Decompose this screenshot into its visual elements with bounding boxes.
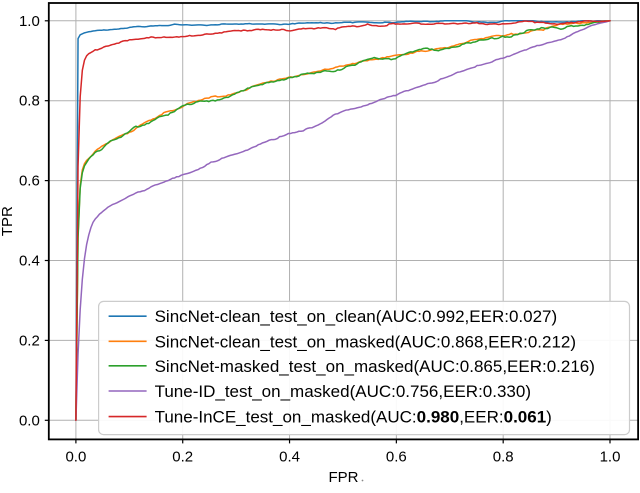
svg-text:0.4: 0.4 [19, 253, 40, 270]
svg-text:0.0: 0.0 [19, 412, 40, 429]
svg-text:0.4: 0.4 [279, 448, 300, 465]
svg-text:Tune-ID_test_on_masked(AUC:0.7: Tune-ID_test_on_masked(AUC:0.756,EER:0.3… [155, 382, 531, 401]
svg-text:0.2: 0.2 [172, 448, 193, 465]
svg-text:0.0: 0.0 [65, 448, 86, 465]
svg-text:1.0: 1.0 [600, 448, 621, 465]
svg-text:TPR: TPR [0, 206, 16, 236]
svg-text:0.8: 0.8 [493, 448, 514, 465]
svg-text:0.6: 0.6 [386, 448, 407, 465]
svg-text:0.2: 0.2 [19, 332, 40, 349]
svg-text:SincNet-masked_test_on_masked(: SincNet-masked_test_on_masked(AUC:0.865,… [155, 357, 595, 376]
svg-text:0.6: 0.6 [19, 173, 40, 190]
svg-text:1.0: 1.0 [19, 13, 40, 30]
svg-text:Tune-InCE_test_on_masked(AUC:0: Tune-InCE_test_on_masked(AUC:0.980,EER:0… [155, 408, 552, 427]
svg-text:0.8: 0.8 [19, 93, 40, 110]
svg-text:FPR: FPR [328, 469, 358, 486]
svg-text:SincNet-clean_test_on_clean(AU: SincNet-clean_test_on_clean(AUC:0.992,EE… [155, 307, 558, 326]
svg-text:SincNet-clean_test_on_masked(A: SincNet-clean_test_on_masked(AUC:0.868,E… [155, 332, 576, 351]
